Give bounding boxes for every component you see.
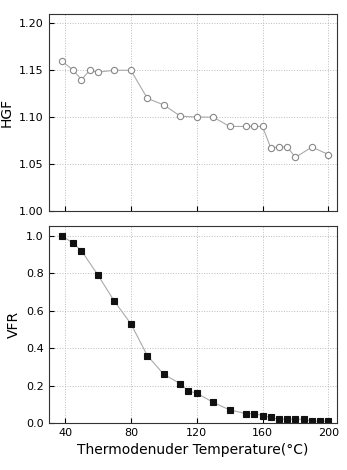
Y-axis label: HGF: HGF — [0, 98, 14, 127]
Y-axis label: VFR: VFR — [6, 311, 20, 338]
X-axis label: Thermodenuder Temperature(°C): Thermodenuder Temperature(°C) — [77, 443, 308, 457]
